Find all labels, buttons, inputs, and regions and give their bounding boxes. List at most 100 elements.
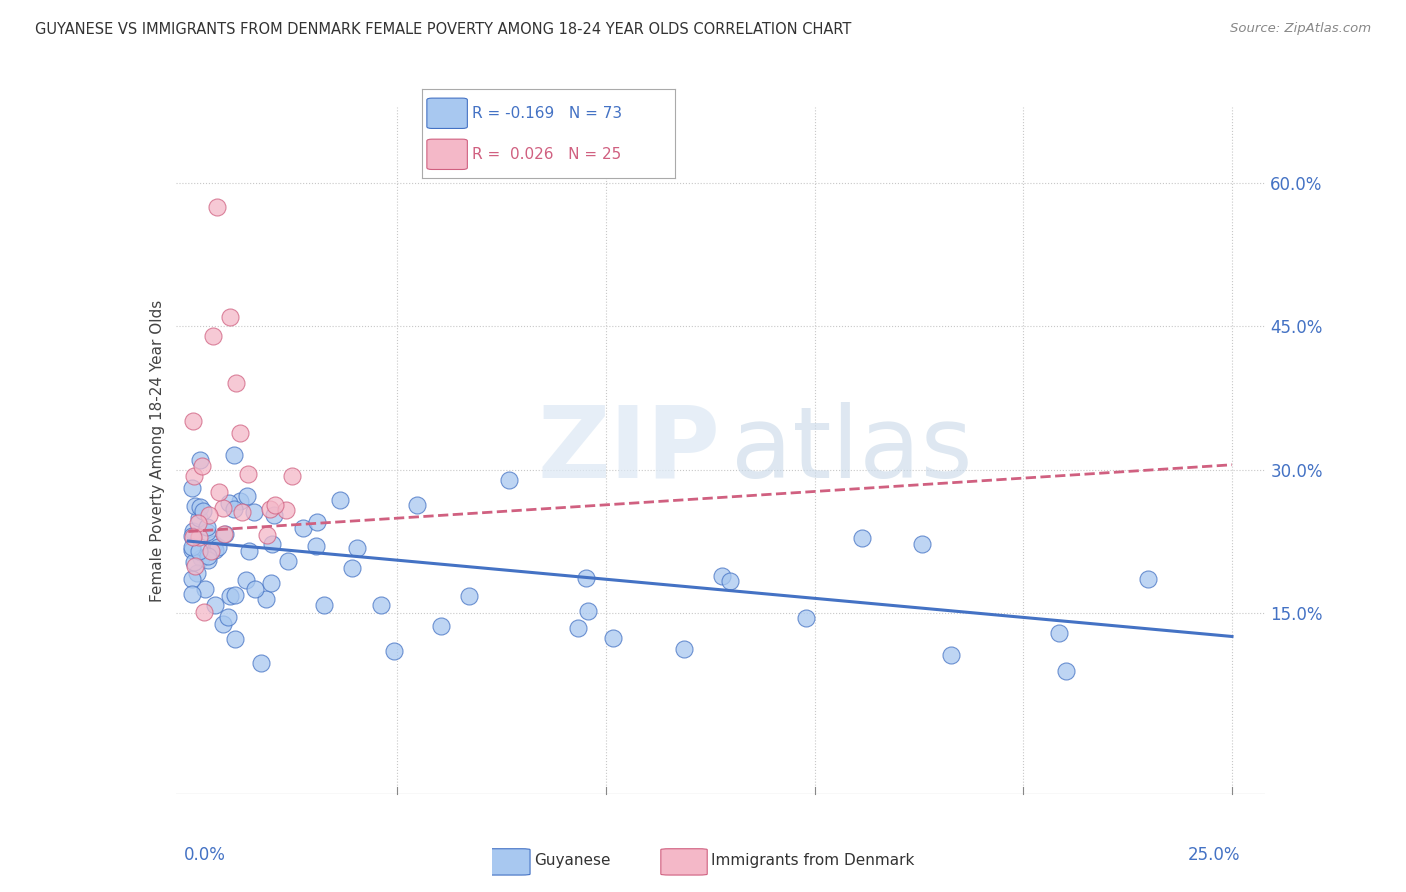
Point	[190, 551, 212, 566]
Point	[305, 539, 328, 553]
Point	[1136, 572, 1159, 586]
Point	[211, 617, 233, 632]
Point	[207, 200, 229, 214]
Point	[181, 524, 204, 538]
Point	[939, 648, 962, 662]
Point	[217, 609, 239, 624]
Point	[187, 544, 209, 558]
Point	[211, 500, 233, 515]
Point	[238, 467, 260, 482]
Point	[382, 643, 405, 657]
Point	[567, 621, 589, 635]
Point	[851, 531, 873, 545]
Point	[193, 504, 215, 518]
Point	[229, 425, 252, 440]
Point	[188, 453, 211, 467]
Point	[187, 516, 209, 531]
Point	[576, 604, 599, 618]
Point	[218, 496, 240, 510]
Point	[794, 610, 817, 624]
Point	[498, 473, 520, 487]
Point	[602, 632, 624, 646]
Point	[195, 525, 218, 540]
Point	[181, 529, 204, 543]
Point	[181, 530, 204, 544]
Point	[672, 642, 695, 657]
Point	[181, 543, 204, 558]
Point	[207, 541, 229, 555]
Point	[181, 541, 204, 555]
Point	[457, 589, 479, 603]
Point	[200, 544, 222, 558]
Point	[274, 503, 297, 517]
Point	[187, 530, 209, 544]
Text: 0.0%: 0.0%	[184, 847, 226, 864]
Point	[259, 502, 281, 516]
Point	[186, 566, 208, 580]
Point	[214, 526, 236, 541]
Point	[181, 587, 204, 601]
Point	[312, 598, 335, 612]
Text: Guyanese: Guyanese	[534, 854, 610, 868]
Point	[181, 481, 204, 495]
Point	[184, 558, 207, 573]
Point	[256, 528, 278, 542]
Point	[204, 599, 226, 613]
Point	[225, 376, 247, 391]
Point	[575, 571, 598, 585]
Point	[224, 502, 246, 516]
Point	[236, 489, 259, 503]
Point	[188, 510, 211, 524]
Point	[243, 505, 266, 519]
Point	[197, 549, 219, 564]
Point	[191, 459, 214, 474]
Point	[280, 468, 302, 483]
Point	[197, 508, 219, 522]
Point	[1047, 625, 1070, 640]
Point	[184, 499, 207, 513]
Point	[264, 498, 287, 512]
Point	[340, 560, 363, 574]
Point	[329, 493, 352, 508]
FancyBboxPatch shape	[427, 98, 467, 128]
Point	[194, 582, 217, 596]
Point	[188, 500, 211, 514]
Point	[292, 521, 315, 535]
Point	[249, 657, 271, 671]
Point	[718, 574, 741, 588]
Point	[277, 554, 299, 568]
Point	[243, 582, 266, 596]
Point	[305, 515, 328, 529]
Point	[219, 310, 242, 324]
Text: 25.0%: 25.0%	[1188, 847, 1240, 864]
Y-axis label: Female Poverty Among 18-24 Year Olds: Female Poverty Among 18-24 Year Olds	[149, 300, 165, 601]
Point	[183, 469, 205, 483]
Point	[238, 544, 260, 558]
Point	[195, 520, 218, 534]
Point	[263, 508, 285, 522]
Point	[229, 493, 252, 508]
Point	[235, 573, 257, 587]
Point	[207, 484, 229, 499]
Point	[430, 619, 453, 633]
Point	[260, 576, 283, 591]
Point	[711, 569, 734, 583]
Text: ZIP: ZIP	[537, 402, 721, 499]
Point	[181, 414, 204, 428]
Point	[370, 598, 392, 612]
Point	[254, 591, 277, 606]
Point	[1054, 664, 1077, 678]
Point	[406, 498, 429, 512]
Text: R = -0.169   N = 73: R = -0.169 N = 73	[472, 106, 623, 120]
Point	[214, 526, 236, 541]
Point	[202, 329, 225, 343]
Point	[193, 605, 215, 619]
Text: Immigrants from Denmark: Immigrants from Denmark	[711, 854, 915, 868]
Point	[222, 448, 245, 462]
Point	[219, 589, 242, 603]
Point	[262, 537, 284, 551]
Point	[224, 632, 246, 646]
Text: GUYANESE VS IMMIGRANTS FROM DENMARK FEMALE POVERTY AMONG 18-24 YEAR OLDS CORRELA: GUYANESE VS IMMIGRANTS FROM DENMARK FEMA…	[35, 22, 852, 37]
Point	[183, 555, 205, 569]
Text: Source: ZipAtlas.com: Source: ZipAtlas.com	[1230, 22, 1371, 36]
